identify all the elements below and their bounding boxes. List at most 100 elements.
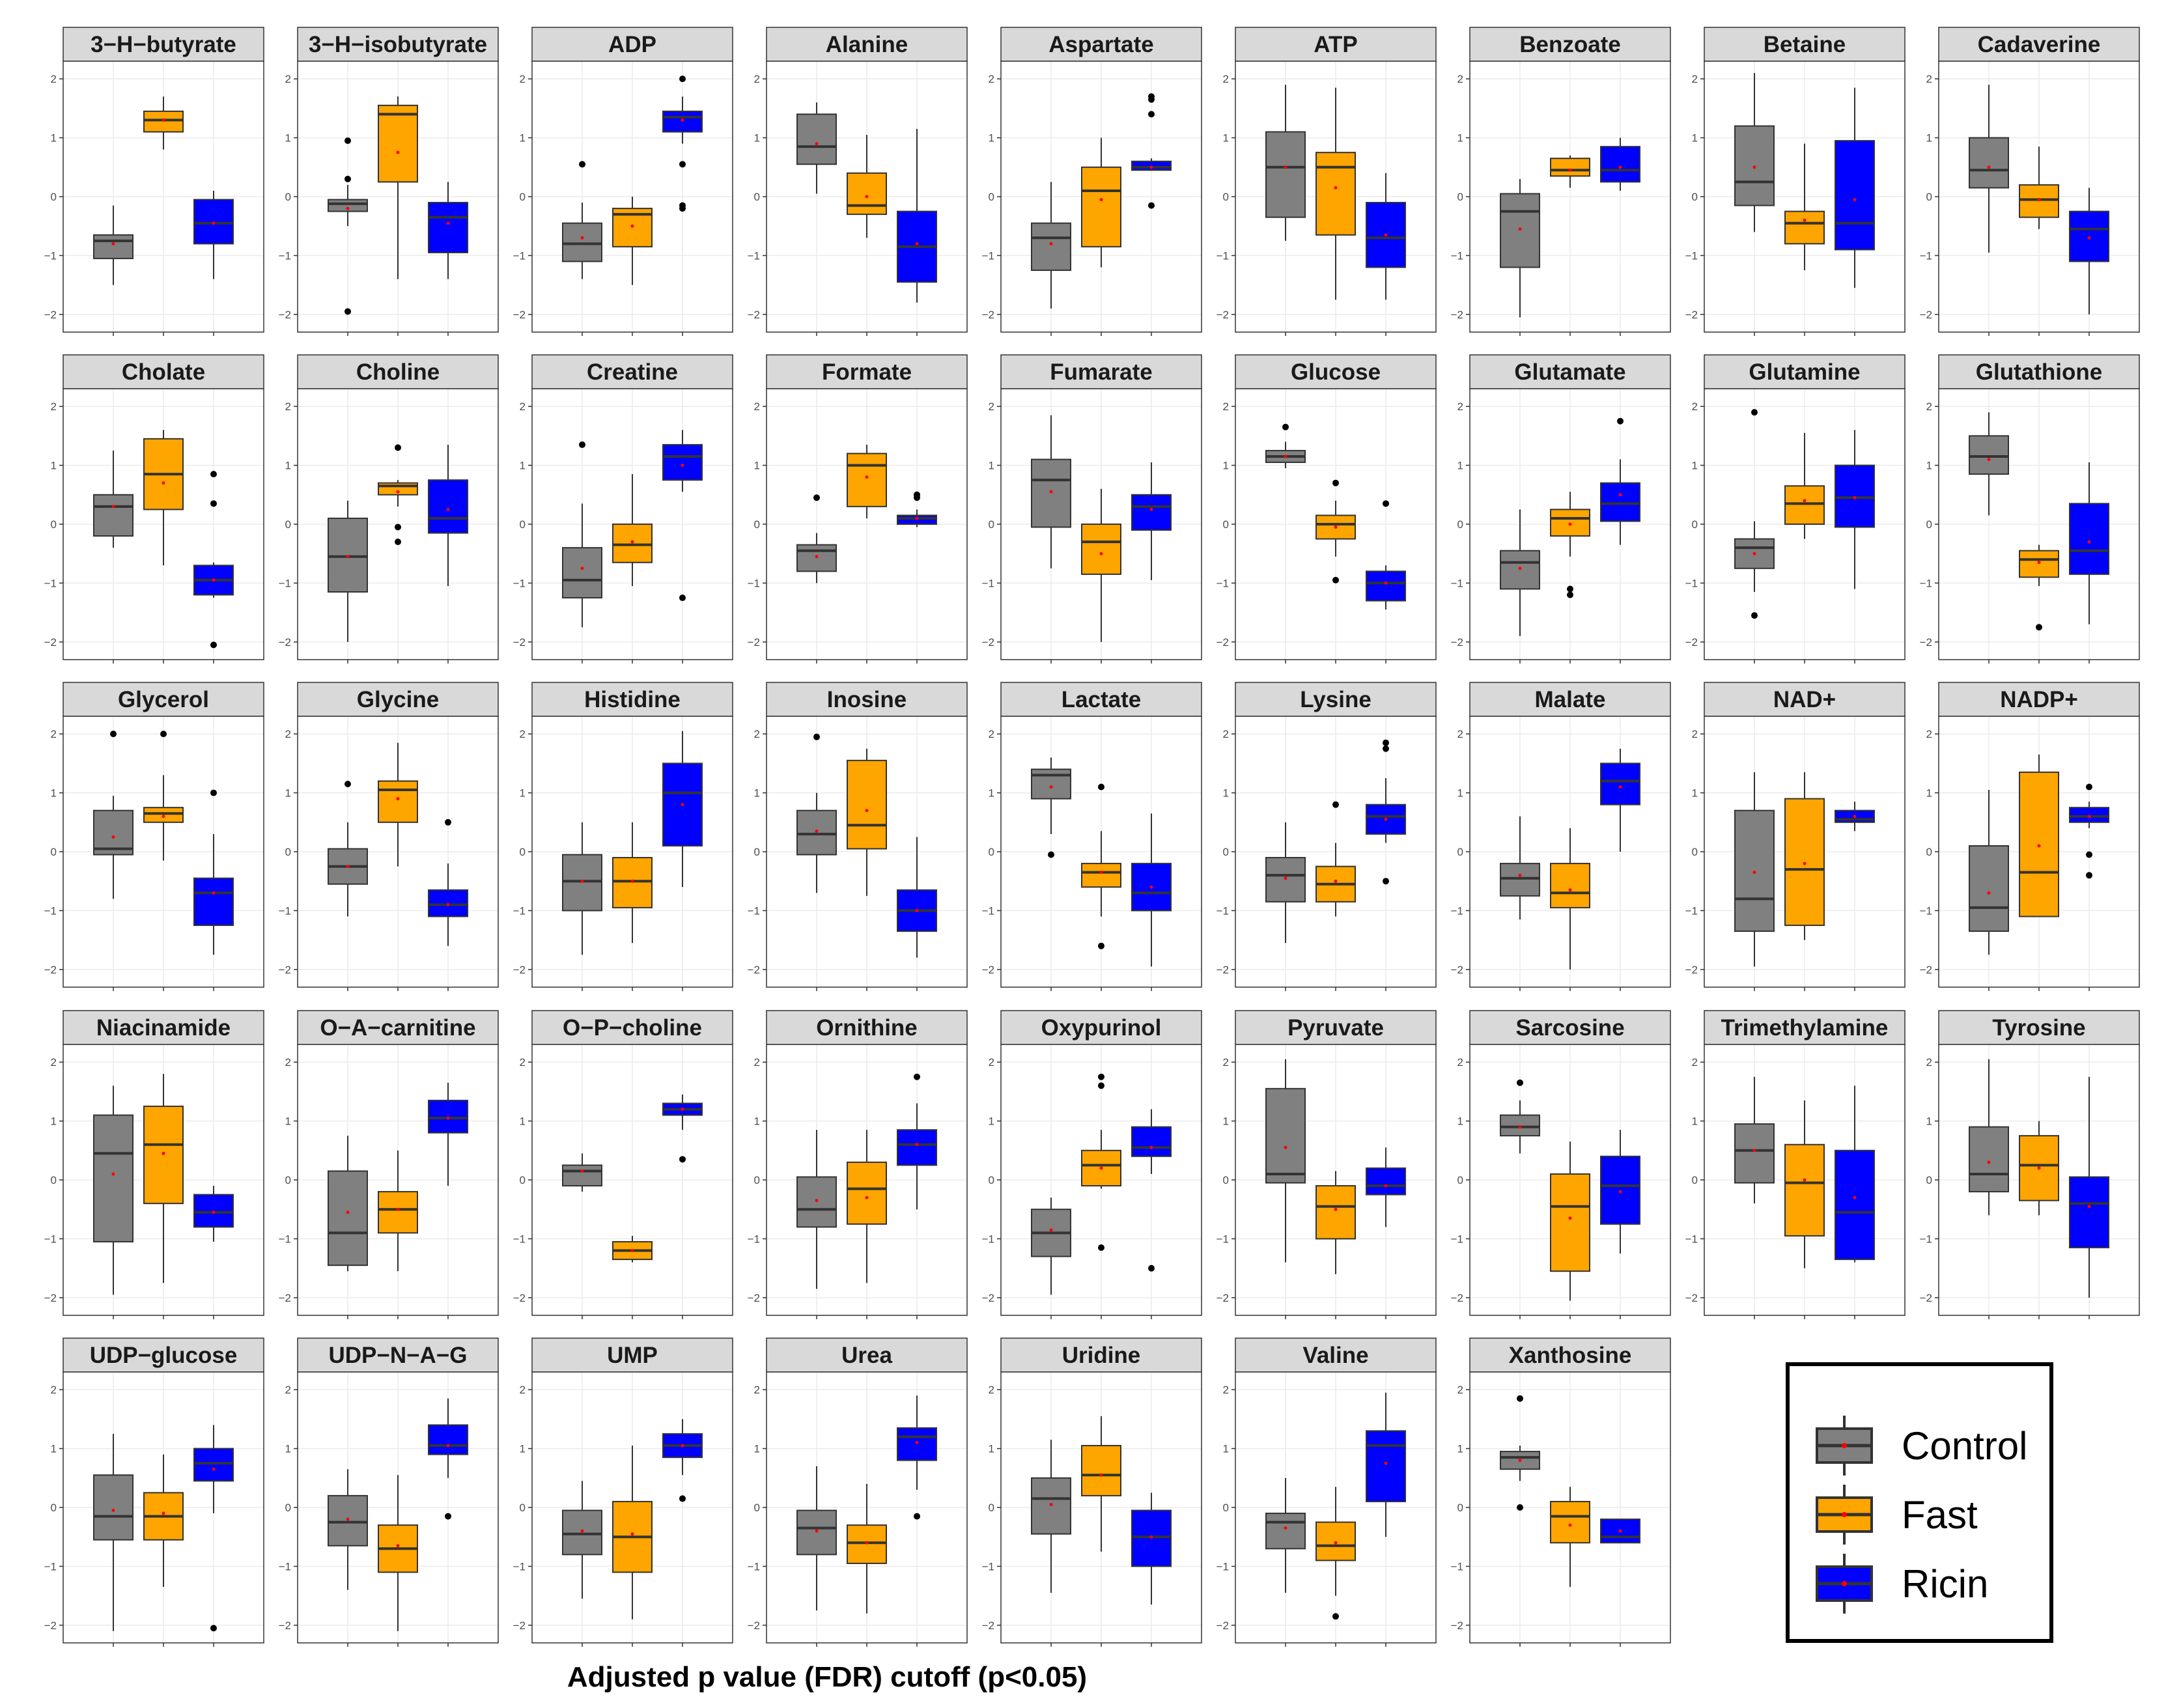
- y-tick-label: 2: [520, 73, 526, 85]
- outlier-point: [1098, 942, 1104, 949]
- y-tick-label: −1: [513, 1560, 526, 1573]
- mean-point: [162, 1151, 165, 1155]
- y-tick-label: −1: [44, 577, 57, 589]
- panel-35: Tyrosine 2 1 0 −1 −2: [1920, 1010, 2140, 1319]
- y-tick-label: −2: [1217, 1619, 1229, 1632]
- mean-point: [346, 555, 350, 559]
- y-tick-label: −2: [748, 1292, 760, 1304]
- box-ricin: [1131, 494, 1172, 531]
- panel-9: Cholate 2 1 0 −1 −2: [44, 354, 264, 664]
- outlier-point: [1098, 1082, 1104, 1089]
- mean-point: [1803, 861, 1807, 865]
- mean-point: [2037, 561, 2041, 565]
- box-control: [1265, 1513, 1306, 1550]
- y-tick-label: 1: [520, 460, 526, 472]
- outlier-point: [1148, 111, 1155, 118]
- panel-title: Trimethylamine: [1721, 1015, 1889, 1041]
- outlier-point: [579, 161, 585, 168]
- y-tick-label: −1: [513, 1233, 526, 1245]
- box-fast: [1081, 1445, 1121, 1496]
- box-ricin: [1366, 1430, 1406, 1502]
- panel-13: Fumarate 2 1 0 −1 −2: [982, 354, 1202, 664]
- panel-strip: [1938, 1010, 2140, 1045]
- y-tick-label: 2: [51, 1056, 57, 1069]
- panel-title: NAD+: [1773, 687, 1836, 712]
- y-tick-label: −1: [279, 1560, 291, 1573]
- panel-strip: [1469, 1337, 1671, 1373]
- panel-title: Alanine: [826, 32, 908, 57]
- box-control: [1969, 845, 2009, 932]
- y-tick-label: 2: [1692, 73, 1698, 85]
- y-tick-label: −1: [1217, 1560, 1229, 1573]
- legend-label-control: Control: [1902, 1424, 2027, 1468]
- y-tick-label: 0: [754, 518, 760, 531]
- y-tick-label: 0: [1223, 191, 1229, 203]
- panel-title: Niacinamide: [96, 1015, 231, 1041]
- panel-title: Choline: [356, 359, 440, 385]
- panel-title: 3−H−isobutyrate: [309, 32, 487, 57]
- outlier-point: [1282, 423, 1289, 430]
- box-ricin: [1835, 140, 1875, 251]
- outlier-point: [914, 1513, 920, 1520]
- y-tick-label: 1: [1926, 1115, 1932, 1128]
- panel-title: Fumarate: [1050, 359, 1153, 385]
- mean-point: [111, 835, 115, 839]
- panel-12: Formate 2 1 0 −1 −2: [748, 354, 968, 664]
- outlier-point: [345, 137, 351, 145]
- y-tick-label: 1: [1223, 460, 1229, 472]
- box-fast: [1784, 210, 1825, 245]
- panel-17: Glutathione 2 1 0 −1 −2: [1920, 354, 2140, 664]
- box-fast: [1081, 166, 1121, 247]
- mean-point: [1334, 1541, 1338, 1545]
- panel-strip: [1704, 1010, 1906, 1045]
- y-tick-label: 2: [754, 73, 760, 85]
- y-tick-label: 2: [1223, 1384, 1229, 1396]
- y-tick-label: 0: [285, 846, 291, 858]
- y-tick-label: 2: [520, 400, 526, 413]
- mean-point: [346, 1211, 350, 1214]
- outlier-point: [1383, 745, 1389, 752]
- panel-title: Pyruvate: [1287, 1015, 1384, 1041]
- y-tick-label: 0: [989, 1502, 994, 1514]
- y-tick-label: 1: [520, 787, 526, 800]
- panel-strip: [1235, 682, 1437, 717]
- outlier-point: [210, 641, 217, 649]
- y-tick-label: −2: [982, 309, 994, 321]
- y-tick-label: 1: [285, 460, 291, 472]
- y-tick-label: −1: [44, 1233, 57, 1245]
- panel-33: Sarcosine 2 1 0 −1 −2: [1451, 1010, 1671, 1319]
- panel-7: Betaine 2 1 0 −1 −2: [1685, 27, 1906, 336]
- outlier-point: [445, 1513, 451, 1520]
- panel-1: 3−H−isobutyrate 2 1 0 −1 −2: [279, 27, 499, 336]
- outlier-point: [1517, 1079, 1523, 1086]
- y-tick-label: 1: [1223, 787, 1229, 800]
- y-tick-label: −2: [279, 309, 291, 321]
- panel-title: Betaine: [1764, 32, 1846, 57]
- mean-point: [630, 540, 634, 544]
- panel-19: Glycine 2 1 0 −1 −2: [279, 682, 499, 991]
- y-tick-label: 2: [520, 1384, 526, 1396]
- y-tick-label: −2: [279, 636, 291, 649]
- panel-34: Trimethylamine 2 1 0 −1 −2: [1685, 1010, 1906, 1319]
- outlier-point: [1098, 1244, 1104, 1251]
- y-tick-label: 0: [1457, 518, 1463, 531]
- box-fast: [1784, 1143, 1825, 1237]
- mean-point: [212, 891, 216, 895]
- panel-title: Xanthosine: [1509, 1343, 1632, 1368]
- mean-point: [1853, 496, 1857, 499]
- y-tick-label: −2: [44, 964, 57, 976]
- outlier-point: [813, 733, 820, 740]
- mean-point: [1853, 815, 1857, 819]
- y-tick-label: 1: [51, 787, 57, 800]
- panel-21: Inosine 2 1 0 −1 −2: [748, 682, 968, 991]
- mean-point: [915, 516, 919, 520]
- y-tick-label: −1: [748, 249, 760, 262]
- y-tick-label: 1: [520, 1443, 526, 1455]
- panel-title: Oxypurinol: [1041, 1015, 1162, 1041]
- y-tick-label: 1: [1692, 460, 1698, 472]
- y-tick-label: 0: [520, 191, 526, 203]
- mean-point: [681, 1444, 684, 1448]
- y-tick-label: 2: [754, 400, 760, 413]
- legend-key-ricin: [1816, 1554, 1873, 1614]
- mean-point: [1803, 499, 1807, 503]
